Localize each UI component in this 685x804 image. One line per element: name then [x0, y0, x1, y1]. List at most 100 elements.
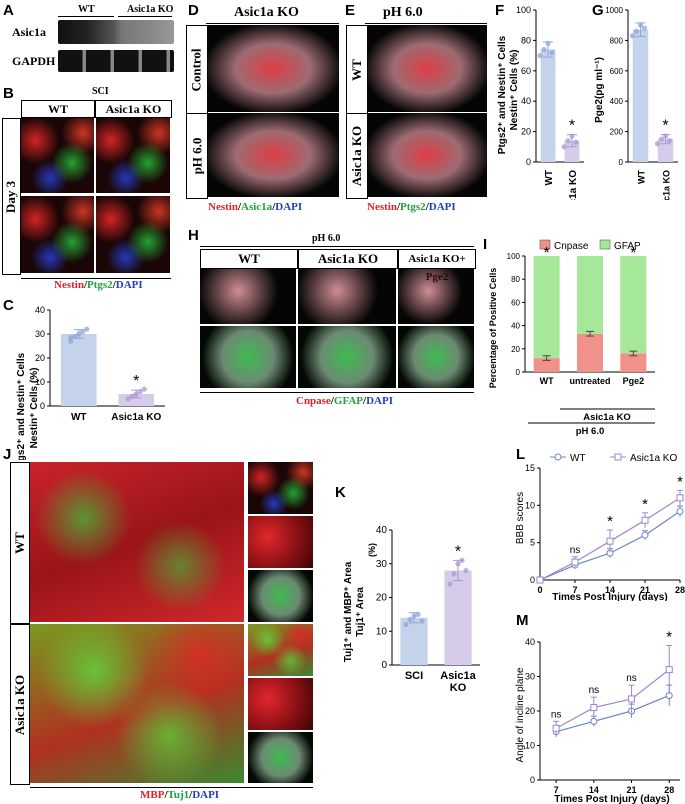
data-point: [662, 133, 669, 139]
y-tick-label: 40: [525, 637, 535, 647]
legend-wt: WT: [570, 453, 586, 464]
divider: [58, 16, 114, 17]
chart-m-xlabel: Times Post Injury (days): [554, 794, 669, 804]
panel-h-col-ko: Asic1a KO: [298, 249, 398, 269]
stain-legend-h: Cnpase/GFAP/DAPI: [296, 395, 393, 407]
condition-label: pH 6.0: [576, 426, 605, 436]
data-point: [463, 567, 469, 574]
panel-d-header: Asic1a KO: [234, 5, 299, 20]
micrograph-b-wt: [21, 118, 94, 193]
data-point: [447, 581, 453, 587]
micrograph-j-ko-merge: [248, 624, 313, 676]
bar-cnpase: [620, 353, 647, 372]
data-point: [641, 531, 649, 539]
divider: [365, 23, 487, 24]
western-blot-gapdh: [58, 50, 174, 72]
data-point: [541, 46, 547, 53]
data-point: [565, 138, 571, 144]
x-tick-label: 28: [664, 785, 674, 795]
data-point: [641, 25, 648, 31]
data-point: [403, 621, 409, 628]
micrograph-h-pge2-top: [398, 269, 474, 324]
panel-label-h: H: [188, 227, 199, 244]
data-point: [80, 329, 86, 335]
panel-h-col-ko-pge2: Asic1a KO+ Pge2: [398, 249, 476, 283]
significance-label: *: [677, 473, 683, 490]
legend-gfap: GFAP: [614, 241, 641, 252]
data-point: [451, 571, 457, 577]
micrograph-h-pge2-bottom: [398, 326, 474, 388]
x-tick-label: untreated: [569, 376, 610, 386]
bar: [540, 49, 556, 162]
micrograph-h-ko-bottom: [298, 326, 396, 388]
y-tick-label: 30: [35, 329, 45, 339]
x-tick-label: WT: [637, 170, 647, 184]
significance-star: *: [455, 543, 461, 560]
data-point: [561, 144, 567, 150]
bar-gfap: [533, 256, 560, 359]
chart-i-ylabel: Percentage of Positive Cells: [488, 268, 498, 389]
data-point: [628, 695, 636, 703]
panel-label-e: E: [345, 2, 356, 19]
series-line-ko: [555, 669, 670, 729]
x-tick-label: 7: [572, 585, 577, 595]
data-point: [68, 338, 74, 344]
chart-m: Angle of incline plane Times Post Injury…: [515, 630, 680, 804]
chart-k-ylabel3: (%): [367, 543, 377, 557]
x-tick-label: 0: [537, 585, 542, 595]
chart-k: Tuj1⁺ and MBP⁺ Area Tuj1⁺ Area (%) 0 10 20…: [343, 525, 480, 694]
panel-b-row-day3: Day 3: [2, 118, 21, 275]
significance-label: *: [666, 630, 672, 645]
x-tick-label: 21: [640, 585, 650, 595]
y-tick-label: 20: [525, 706, 535, 716]
data-point: [549, 49, 555, 56]
x-tick-label: 21: [627, 785, 637, 795]
blot-row-asic1a: Asic1a: [12, 25, 46, 39]
panel-e-header: pH 6.0: [383, 5, 423, 20]
significance-label: ns: [551, 709, 562, 720]
y-tick-label: 0: [530, 575, 535, 585]
chart-l-legend: WT Asic1a KO: [550, 453, 677, 464]
legend-cnpase: Cnpase: [554, 241, 589, 252]
panel-label-a: A: [3, 2, 14, 19]
blot-row-gapdh: GAPDH: [12, 54, 56, 68]
chart-g: Pge2(pg ml⁻¹) 0 200 400 600 800 1000 WT Asic1a …: [594, 6, 678, 200]
data-point: [665, 666, 673, 674]
series-line-wt: [555, 694, 670, 733]
data-point: [590, 717, 598, 725]
data-point: [137, 389, 143, 395]
divider: [206, 23, 339, 24]
y-tick-label: 200: [610, 128, 624, 137]
data-point: [629, 33, 636, 39]
chart-f: Ptgs2⁺ and Nestin⁺ Cells Nestin⁺ Cells (…: [497, 5, 584, 200]
panel-d-row-control: Control: [186, 25, 208, 114]
panel-j-row-wt: WT: [10, 462, 30, 624]
y-tick-label: 40: [35, 305, 45, 315]
significance-star: *: [133, 373, 139, 390]
y-tick-label: 1000: [605, 6, 623, 15]
panel-label-m: M: [516, 612, 529, 629]
divider: [200, 246, 474, 247]
data-point: [654, 141, 661, 147]
micrograph-j-wt-merge: [248, 462, 313, 514]
divider: [118, 16, 172, 17]
data-point: [411, 613, 417, 619]
data-point: [641, 516, 649, 524]
significance-label: ns: [626, 673, 637, 684]
y-tick-label: 20: [511, 345, 520, 354]
y-tick-label: 0: [619, 158, 624, 167]
data-point: [459, 557, 465, 563]
micrograph-h-ko-top: [298, 269, 396, 324]
y-tick-label: 600: [610, 67, 624, 76]
y-tick-label: 100: [507, 252, 521, 261]
legend-ko: Asic1a KO: [630, 453, 677, 464]
micrograph-d-control: [207, 25, 339, 112]
micrograph-h-wt-bottom: [200, 326, 296, 388]
bar: [60, 334, 97, 406]
x-tick-label: 14: [589, 785, 599, 795]
x-tick-label: Asic1a: [440, 670, 476, 682]
bar-gfap: [620, 256, 647, 354]
stain-legend-b: Nestin/Ptgs2/DAPI: [54, 279, 143, 291]
micrograph-e-ko: [367, 113, 487, 197]
panel-label-b: B: [3, 85, 14, 102]
